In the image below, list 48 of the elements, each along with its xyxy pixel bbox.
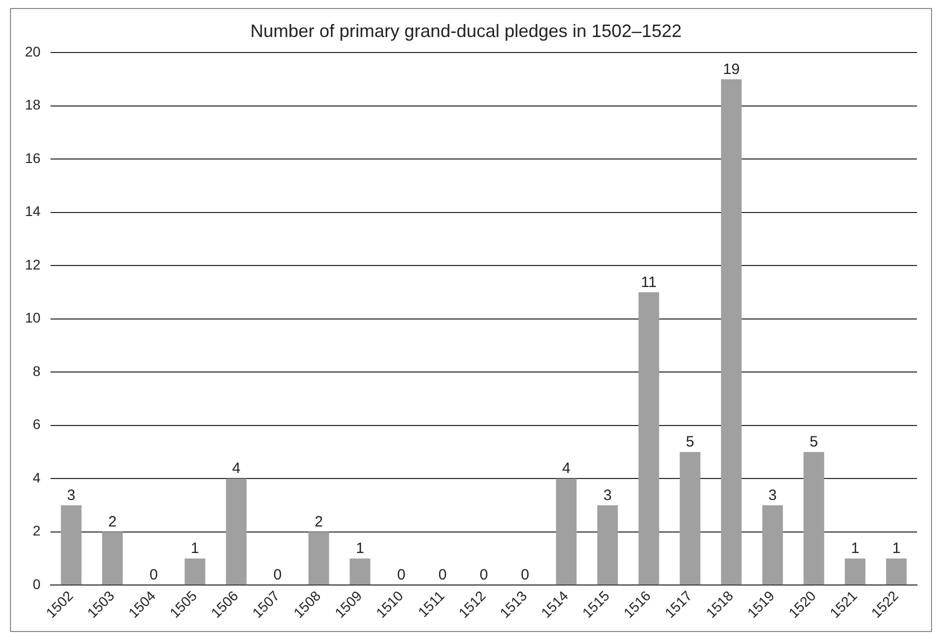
data-label: 3 xyxy=(603,486,612,504)
y-tick-label: 16 xyxy=(24,150,41,166)
bar xyxy=(102,532,123,585)
bar xyxy=(638,292,660,585)
chart-title: Number of primary grand-ducal pledges in 1502–1522 xyxy=(250,20,682,41)
bar xyxy=(226,478,247,585)
y-tick-label: 18 xyxy=(24,96,41,113)
y-tick-label: 6 xyxy=(32,416,41,432)
y-tick-label: 10 xyxy=(24,310,41,326)
data-label: 1 xyxy=(892,540,901,558)
data-label: 19 xyxy=(722,60,740,78)
data-label: 0 xyxy=(520,566,530,584)
y-tick-label: 20 xyxy=(24,43,41,60)
bar xyxy=(556,478,577,585)
bar xyxy=(886,558,907,585)
data-label: 5 xyxy=(686,434,694,451)
y-tick-label: 14 xyxy=(24,203,41,220)
data-label: 3 xyxy=(67,486,76,504)
bar xyxy=(60,505,82,585)
y-tick-label: 8 xyxy=(32,362,41,379)
y-tick-label: 0 xyxy=(32,576,41,592)
data-label: 0 xyxy=(397,566,406,584)
data-label: 0 xyxy=(273,566,282,584)
data-label: 4 xyxy=(562,460,570,478)
data-label: 1 xyxy=(356,540,364,558)
data-label: 2 xyxy=(108,513,117,530)
data-label: 0 xyxy=(480,566,488,584)
bar xyxy=(184,558,206,585)
bar xyxy=(762,505,783,585)
bar xyxy=(804,452,824,585)
data-label: 0 xyxy=(150,566,158,584)
data-label: 1 xyxy=(190,540,200,558)
data-label: 2 xyxy=(314,513,323,530)
data-label: 11 xyxy=(641,274,657,291)
y-tick-label: 12 xyxy=(24,256,41,272)
bar xyxy=(844,558,866,585)
data-label: 3 xyxy=(768,486,777,504)
y-tick-label: 4 xyxy=(32,469,41,486)
data-label: 5 xyxy=(810,434,818,451)
bar xyxy=(597,505,618,585)
data-label: 0 xyxy=(438,566,447,584)
data-label: 4 xyxy=(232,460,240,478)
data-label: 1 xyxy=(850,540,860,558)
bar xyxy=(350,558,370,585)
bar xyxy=(680,452,700,585)
y-tick-label: 2 xyxy=(32,522,41,539)
bar xyxy=(721,79,742,585)
bar xyxy=(308,532,330,585)
